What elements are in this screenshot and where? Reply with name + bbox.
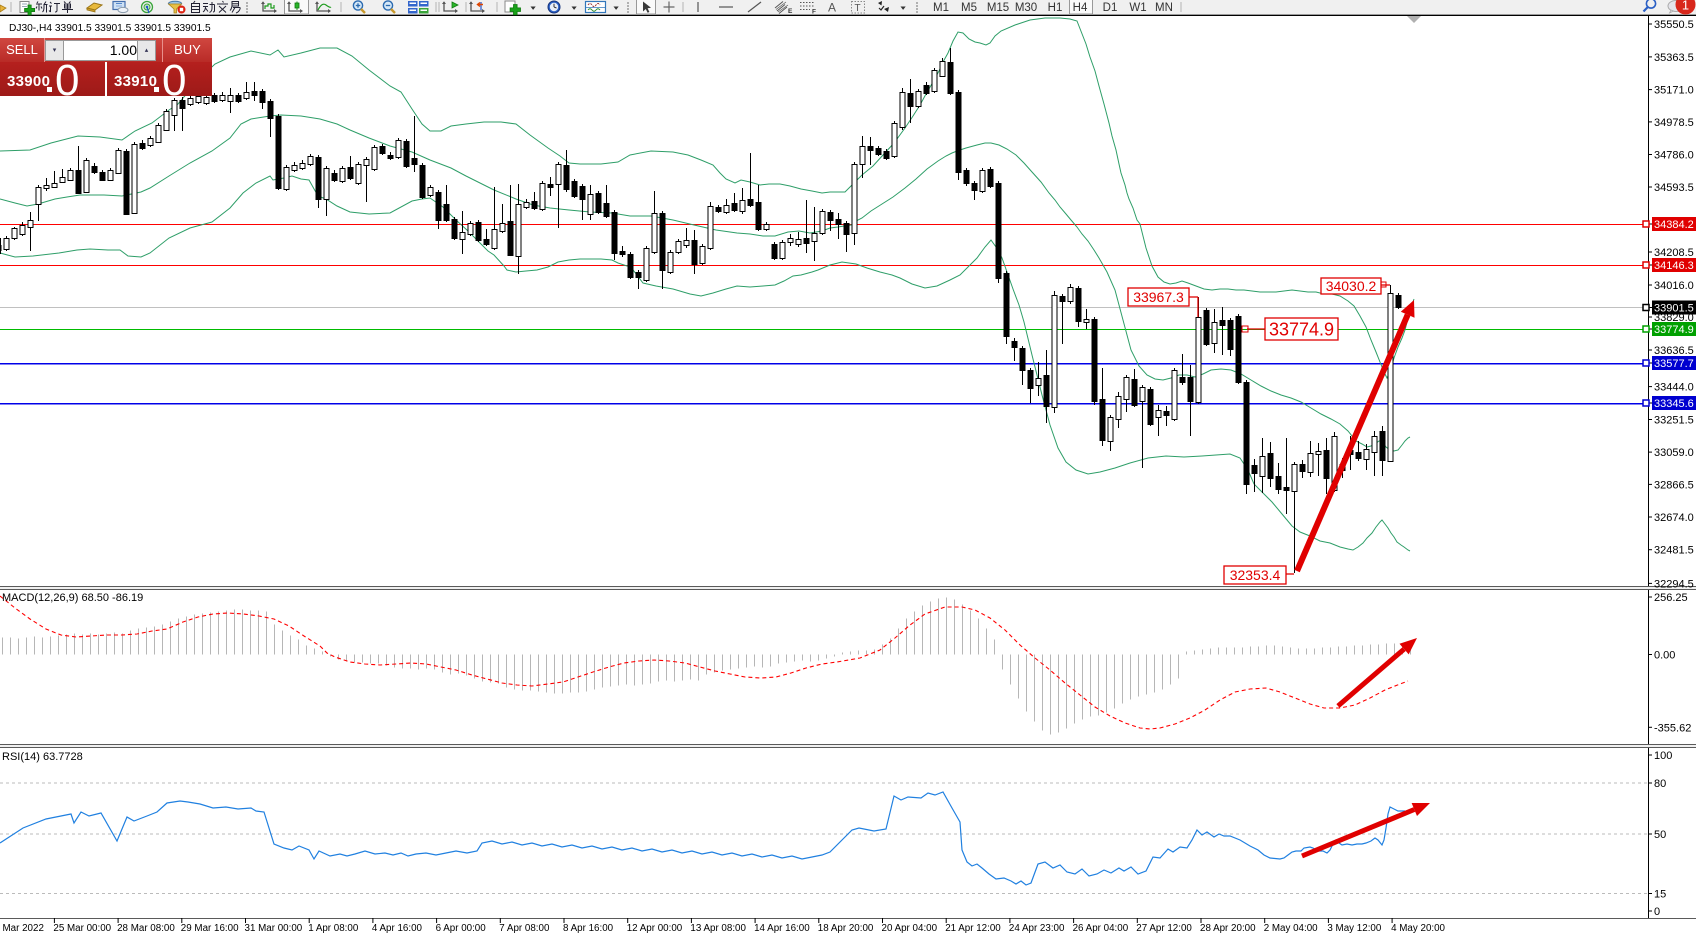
svg-text:H4: H4 <box>1073 2 1088 14</box>
svg-text:F: F <box>812 9 816 16</box>
svg-text:-355.62: -355.62 <box>1654 722 1691 734</box>
svg-text:50: 50 <box>1654 829 1666 841</box>
svg-text:18 Apr 20:00: 18 Apr 20:00 <box>818 923 874 934</box>
svg-text:33251.5: 33251.5 <box>1654 415 1694 427</box>
svg-text:13 Apr 08:00: 13 Apr 08:00 <box>690 923 746 934</box>
svg-text:15: 15 <box>1654 889 1666 901</box>
svg-text:M15: M15 <box>987 2 1009 14</box>
svg-text:M30: M30 <box>1015 2 1037 14</box>
svg-text:33345.6: 33345.6 <box>1654 398 1694 410</box>
svg-text:E: E <box>788 8 793 15</box>
svg-text:34030.2: 34030.2 <box>1326 278 1377 294</box>
svg-text:32481.5: 32481.5 <box>1654 545 1694 557</box>
svg-text:32294.5: 32294.5 <box>1654 578 1694 590</box>
svg-text:33577.7: 33577.7 <box>1654 358 1694 370</box>
svg-text:DJ30-,H4 33901.5 33901.5 3390: DJ30-,H4 33901.5 33901.5 33901.5 33901.5 <box>9 23 211 34</box>
svg-text:33636.5: 33636.5 <box>1654 345 1694 357</box>
svg-text:34978.5: 34978.5 <box>1654 117 1694 129</box>
svg-text:33774.9: 33774.9 <box>1654 324 1694 336</box>
svg-text:26 Apr 04:00: 26 Apr 04:00 <box>1073 923 1129 934</box>
svg-text:33444.0: 33444.0 <box>1654 382 1694 394</box>
svg-text:7 Apr 08:00: 7 Apr 08:00 <box>499 923 550 934</box>
svg-text:4 May 20:00: 4 May 20:00 <box>1391 923 1445 934</box>
svg-text:MACD(12,26,9) 68.50 -86.19: MACD(12,26,9) 68.50 -86.19 <box>2 592 143 604</box>
svg-text:1: 1 <box>1682 0 1689 13</box>
svg-text:33829.0: 33829.0 <box>1654 312 1694 324</box>
svg-text:12 Apr 00:00: 12 Apr 00:00 <box>627 923 683 934</box>
svg-text:W1: W1 <box>1129 2 1146 14</box>
svg-text:20 Apr 04:00: 20 Apr 04:00 <box>882 923 938 934</box>
svg-text:33774.9: 33774.9 <box>1269 319 1334 339</box>
svg-text:29 Mar 16:00: 29 Mar 16:00 <box>181 923 239 934</box>
svg-text:2 May 04:00: 2 May 04:00 <box>1264 923 1318 934</box>
svg-text:4 Apr 16:00: 4 Apr 16:00 <box>372 923 423 934</box>
svg-text:34146.3: 34146.3 <box>1654 260 1694 272</box>
svg-text:27 Apr 12:00: 27 Apr 12:00 <box>1136 923 1192 934</box>
svg-text:33967.3: 33967.3 <box>1133 289 1184 305</box>
svg-text:T: T <box>855 3 861 14</box>
svg-text:MN: MN <box>1155 2 1173 14</box>
svg-text:28 Mar 08:00: 28 Mar 08:00 <box>117 923 175 934</box>
svg-text:33901.5: 33901.5 <box>1654 303 1694 315</box>
svg-text:80: 80 <box>1654 778 1666 790</box>
svg-text:34593.5: 34593.5 <box>1654 182 1694 194</box>
svg-text:32866.5: 32866.5 <box>1654 479 1694 491</box>
svg-text:A: A <box>828 1 836 15</box>
svg-text:0.00: 0.00 <box>1654 650 1675 662</box>
svg-text:35363.5: 35363.5 <box>1654 52 1694 64</box>
svg-text:34016.0: 34016.0 <box>1654 280 1694 292</box>
svg-text:1 Apr 08:00: 1 Apr 08:00 <box>308 923 359 934</box>
svg-text:35550.5: 35550.5 <box>1654 19 1694 31</box>
svg-text:3 May 12:00: 3 May 12:00 <box>1327 923 1381 934</box>
svg-text:H1: H1 <box>1048 2 1063 14</box>
svg-text:M1: M1 <box>933 2 949 14</box>
svg-text:28 Apr 20:00: 28 Apr 20:00 <box>1200 923 1256 934</box>
svg-text:6 Apr 00:00: 6 Apr 00:00 <box>436 923 487 934</box>
svg-text:Mar 2022: Mar 2022 <box>3 923 44 934</box>
svg-text:24 Apr 23:00: 24 Apr 23:00 <box>1009 923 1065 934</box>
svg-text:8 Apr 16:00: 8 Apr 16:00 <box>563 923 614 934</box>
svg-text:21 Apr 12:00: 21 Apr 12:00 <box>945 923 1001 934</box>
svg-text:M5: M5 <box>961 2 977 14</box>
svg-text:0: 0 <box>1654 906 1660 918</box>
svg-text:D1: D1 <box>1103 2 1118 14</box>
svg-text:32353.4: 32353.4 <box>1230 567 1281 583</box>
svg-text:35171.0: 35171.0 <box>1654 85 1694 97</box>
svg-text:34384.2: 34384.2 <box>1654 219 1694 231</box>
svg-text:RSI(14) 63.7728: RSI(14) 63.7728 <box>2 751 83 763</box>
svg-text:34786.0: 34786.0 <box>1654 150 1694 162</box>
svg-text:31 Mar 00:00: 31 Mar 00:00 <box>245 923 303 934</box>
svg-text:14 Apr 16:00: 14 Apr 16:00 <box>754 923 810 934</box>
svg-text:32674.0: 32674.0 <box>1654 512 1694 524</box>
svg-text:25 Mar 00:00: 25 Mar 00:00 <box>53 923 111 934</box>
svg-text:33059.0: 33059.0 <box>1654 447 1694 459</box>
svg-text:256.25: 256.25 <box>1654 592 1688 604</box>
svg-text:100: 100 <box>1654 750 1672 762</box>
svg-text:34208.5: 34208.5 <box>1654 247 1694 259</box>
